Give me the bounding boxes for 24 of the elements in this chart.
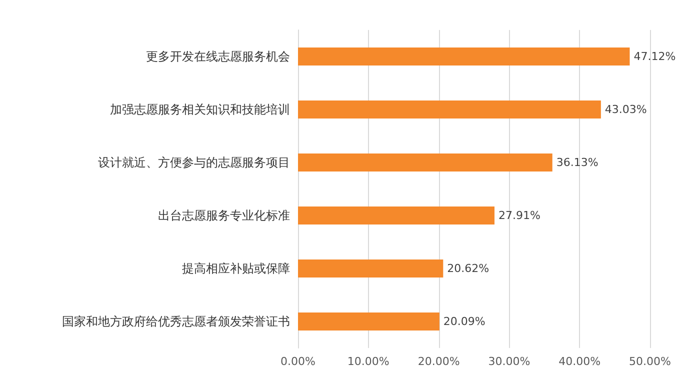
bar xyxy=(298,100,601,118)
bar xyxy=(298,312,440,330)
x-tick-label: 30.00% xyxy=(488,355,530,368)
bar xyxy=(298,48,630,66)
x-tick-label: 40.00% xyxy=(558,355,601,368)
data-label: 43.03% xyxy=(604,103,647,116)
x-tick-label: 10.00% xyxy=(347,355,390,368)
bar xyxy=(298,206,494,224)
y-tick-label: 设计就近、方便参与的志愿服务项目 xyxy=(98,156,290,170)
y-tick-label: 加强志愿服务相关知识和技能培训 xyxy=(110,102,290,116)
bar xyxy=(298,154,552,172)
y-tick-label: 提高相应补贴或保障 xyxy=(182,262,290,276)
data-label: 27.91% xyxy=(498,209,540,222)
bar xyxy=(298,260,444,278)
y-tick-label: 出台志愿服务专业化标准 xyxy=(158,208,290,222)
x-tick-label: 0.00% xyxy=(280,355,316,368)
data-label: 20.62% xyxy=(447,262,490,275)
data-label: 36.13% xyxy=(556,156,598,169)
y-tick-label: 更多开发在线志愿服务机会 xyxy=(146,50,290,64)
x-tick-label: 20.00% xyxy=(418,355,460,368)
data-label: 20.09% xyxy=(443,315,486,328)
data-label: 47.12% xyxy=(634,50,676,63)
x-tick-label: 50.00% xyxy=(629,355,671,368)
y-tick-label: 国家和地方政府给优秀志愿者颁发荣誉证书 xyxy=(62,314,290,328)
